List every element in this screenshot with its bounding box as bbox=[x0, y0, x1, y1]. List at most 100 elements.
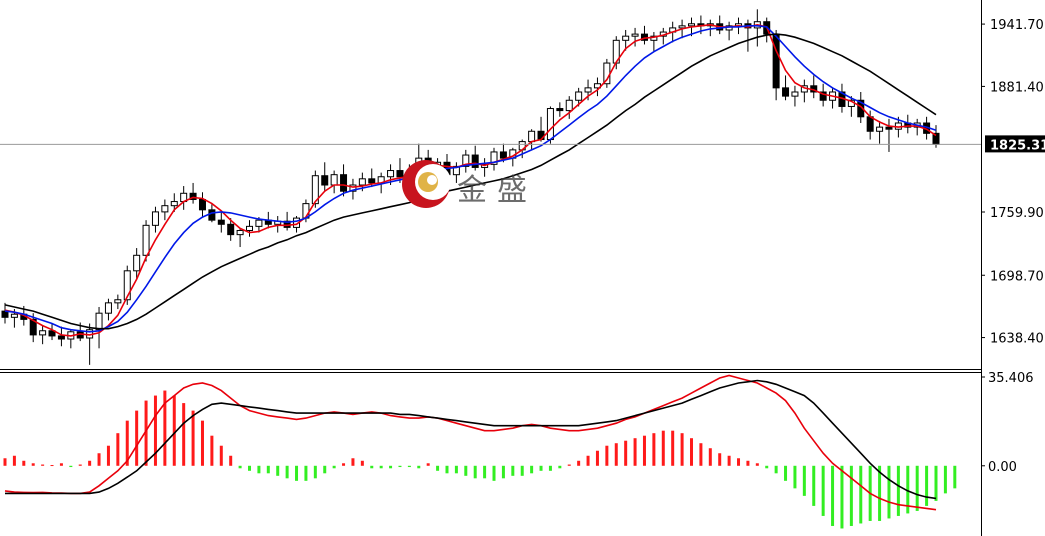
candle bbox=[48, 323, 56, 341]
candle bbox=[565, 96, 573, 119]
candle-body bbox=[622, 35, 630, 41]
macd-histogram-bar bbox=[135, 410, 139, 466]
candle bbox=[236, 228, 244, 248]
macd-histogram-bar bbox=[219, 445, 223, 466]
price-tick-label: 1638.40 bbox=[990, 332, 1044, 347]
macd-histogram-bar bbox=[605, 445, 609, 466]
macd-histogram-bar bbox=[229, 455, 233, 466]
macd-histogram-bar bbox=[426, 463, 430, 466]
macd-histogram-bar bbox=[116, 433, 120, 466]
macd-histogram-bar bbox=[661, 430, 665, 466]
candle bbox=[321, 162, 329, 192]
macd-histogram-bar bbox=[436, 465, 440, 471]
signal-line bbox=[5, 379, 937, 500]
macd-histogram-bar bbox=[257, 465, 261, 474]
candle bbox=[95, 306, 103, 349]
macd-histogram-bar bbox=[172, 395, 176, 466]
candle-body bbox=[819, 91, 827, 101]
candle-body bbox=[791, 91, 799, 97]
macd-histogram-bar bbox=[624, 440, 628, 466]
candle-body bbox=[575, 91, 583, 101]
candle bbox=[133, 248, 141, 280]
macd-histogram-bar bbox=[925, 465, 929, 506]
macd-histogram-bar bbox=[614, 443, 618, 466]
candle-body bbox=[208, 209, 216, 221]
macd-histogram-bar bbox=[689, 438, 693, 466]
macd-histogram-bar bbox=[586, 455, 590, 466]
candle bbox=[349, 178, 357, 200]
macd-histogram-bar bbox=[539, 465, 543, 471]
candle-body bbox=[396, 170, 404, 178]
ma-mid-line bbox=[4, 24, 937, 333]
candle-body bbox=[39, 330, 47, 336]
candle-body bbox=[48, 330, 56, 337]
candle-body bbox=[885, 126, 893, 130]
candle bbox=[114, 294, 122, 310]
candle bbox=[246, 220, 254, 237]
candle-body bbox=[678, 25, 686, 29]
candle-body bbox=[29, 318, 37, 336]
macd-histogram-bar bbox=[812, 465, 816, 506]
candle bbox=[622, 29, 630, 51]
candle-body bbox=[349, 184, 357, 192]
macd-histogram-bar bbox=[699, 443, 703, 466]
candle-body bbox=[236, 229, 244, 236]
macd-histogram-bar bbox=[31, 463, 35, 466]
macd-histogram-bar bbox=[106, 445, 110, 466]
macd-histogram-bar bbox=[12, 455, 16, 466]
macd-histogram-bar bbox=[558, 465, 562, 469]
macd-histogram-bar bbox=[238, 465, 242, 469]
macd-histogram-bar bbox=[567, 464, 571, 466]
candle-body bbox=[546, 108, 554, 141]
macd-histogram-bar bbox=[501, 465, 505, 479]
candle-body bbox=[57, 335, 65, 340]
ma-slow-line bbox=[4, 33, 937, 330]
candle-body bbox=[217, 219, 225, 225]
candle-body bbox=[687, 23, 695, 27]
candle-body bbox=[10, 313, 18, 318]
candle bbox=[452, 162, 460, 183]
candle-body bbox=[104, 302, 112, 314]
macd-histogram-bar bbox=[69, 465, 73, 468]
ma-fast-line bbox=[4, 23, 937, 337]
candle-body bbox=[368, 178, 376, 184]
macd-histogram-bar bbox=[934, 465, 938, 501]
candle bbox=[151, 206, 159, 233]
macd-histogram-bar bbox=[633, 438, 637, 466]
macd-histogram-bar bbox=[642, 435, 646, 466]
candle-body bbox=[161, 205, 169, 213]
macd-histogram-bar bbox=[276, 465, 280, 476]
candle bbox=[885, 118, 893, 152]
macd-histogram-bar bbox=[144, 400, 148, 466]
macd-histogram-bar bbox=[50, 465, 54, 467]
candle bbox=[189, 182, 197, 204]
macd-histogram-bar bbox=[737, 458, 741, 466]
candle-body bbox=[227, 223, 235, 236]
candle bbox=[819, 83, 827, 107]
macd-histogram-bar bbox=[389, 465, 393, 469]
price-tick-label: 1698.70 bbox=[990, 269, 1044, 284]
macd-histogram-bar bbox=[548, 465, 552, 471]
macd-histogram-bar bbox=[41, 464, 45, 466]
candle bbox=[603, 58, 611, 88]
macd-histogram-bar bbox=[652, 433, 656, 466]
macd-histogram-bar bbox=[59, 463, 63, 466]
macd-histogram-bar bbox=[210, 435, 214, 466]
macd-histogram-bar bbox=[859, 465, 863, 524]
candle-body bbox=[772, 33, 780, 89]
macd-histogram-bar bbox=[125, 420, 129, 466]
macd-histogram-bar bbox=[915, 465, 919, 511]
macd-histogram-bar bbox=[323, 465, 327, 474]
macd-line bbox=[4, 374, 937, 511]
candle-body bbox=[565, 99, 573, 112]
candle-body bbox=[133, 254, 141, 272]
candle-body bbox=[114, 299, 122, 304]
macd-histogram-bar bbox=[266, 465, 270, 474]
macd-histogram-bar bbox=[492, 465, 496, 481]
macd-histogram-bar bbox=[746, 460, 750, 466]
macd-histogram-bar bbox=[473, 465, 477, 479]
candle-body bbox=[471, 154, 479, 168]
candle-body bbox=[311, 175, 319, 205]
macd-histogram-bar bbox=[182, 403, 186, 466]
